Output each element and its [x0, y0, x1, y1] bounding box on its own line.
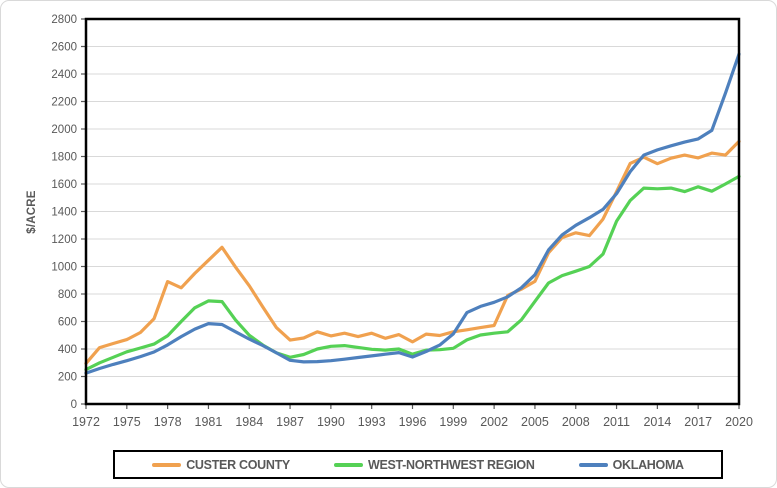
x-tick-label: 1999 [439, 415, 467, 429]
y-tick-label: 1800 [51, 152, 77, 164]
y-tick-label: 0 [71, 399, 77, 411]
legend-label-custer-county: CUSTER COUNTY [186, 457, 290, 472]
series-line-custer-county [84, 139, 741, 365]
x-tick-label: 1972 [72, 415, 100, 429]
x-tick-label: 1984 [235, 415, 263, 429]
y-tick-label: 1600 [51, 179, 77, 191]
x-tick-label: 2014 [643, 415, 671, 429]
legend-item-custer-county: CUSTER COUNTY [152, 458, 290, 472]
x-tick-label: 1993 [358, 415, 386, 429]
y-axis-title: $/ACRE [26, 190, 38, 234]
y-tick-label: 2000 [51, 124, 77, 136]
x-tick-label: 1975 [113, 415, 141, 429]
y-tick-label: 1400 [51, 207, 77, 219]
legend-swatch-oklahoma [578, 462, 608, 467]
line-chart: 0 200 400 600 800 1000 1200 1400 1600 1800 2000 220… [51, 14, 753, 429]
x-tick-label: 2008 [562, 415, 590, 429]
y-tick-label: 2200 [51, 97, 77, 109]
x-tick-label: 2002 [480, 415, 508, 429]
legend-label-west-northwest-region: WEST-NORTHWEST REGION [367, 457, 535, 472]
y-tick-label: 2800 [51, 14, 77, 26]
chart-legend: CUSTER COUNTY WEST-NORTHWEST REGION OKLAHO… [113, 450, 723, 479]
legend-label-oklahoma: OKLAHOMA [612, 457, 685, 472]
x-tick-label: 1990 [317, 415, 345, 429]
y-tick-label: 200 [58, 372, 77, 384]
x-tick-label: 1978 [154, 415, 182, 429]
y-tick-label: 2600 [51, 42, 77, 54]
x-tick-label: 2005 [521, 415, 549, 429]
y-tick-label: 600 [58, 317, 77, 329]
legend-item-oklahoma: OKLAHOMA [578, 457, 685, 472]
x-tick-label: 2020 [725, 415, 753, 429]
x-tick-label: 1987 [276, 415, 304, 429]
legend-item-west-northwest-region: WEST-NORTHWEST REGION [333, 457, 535, 472]
series-line-west-northwest-region [84, 174, 741, 372]
x-tick-label: 1981 [195, 415, 223, 429]
legend-swatch-west-northwest-region [333, 462, 363, 467]
y-tick-label: 1200 [51, 234, 77, 246]
x-tick-label: 2011 [603, 415, 630, 429]
legend-swatch-custer-county [152, 462, 182, 467]
y-tick-label: 2400 [51, 69, 77, 81]
series-line-oklahoma [84, 52, 741, 375]
plot-border [84, 17, 741, 406]
y-tick-label: 400 [58, 344, 77, 356]
y-tick-label: 1000 [51, 262, 77, 274]
x-tick-label: 2017 [684, 415, 712, 429]
y-tick-label: 800 [58, 289, 77, 301]
x-tick-label: 1996 [399, 415, 427, 429]
